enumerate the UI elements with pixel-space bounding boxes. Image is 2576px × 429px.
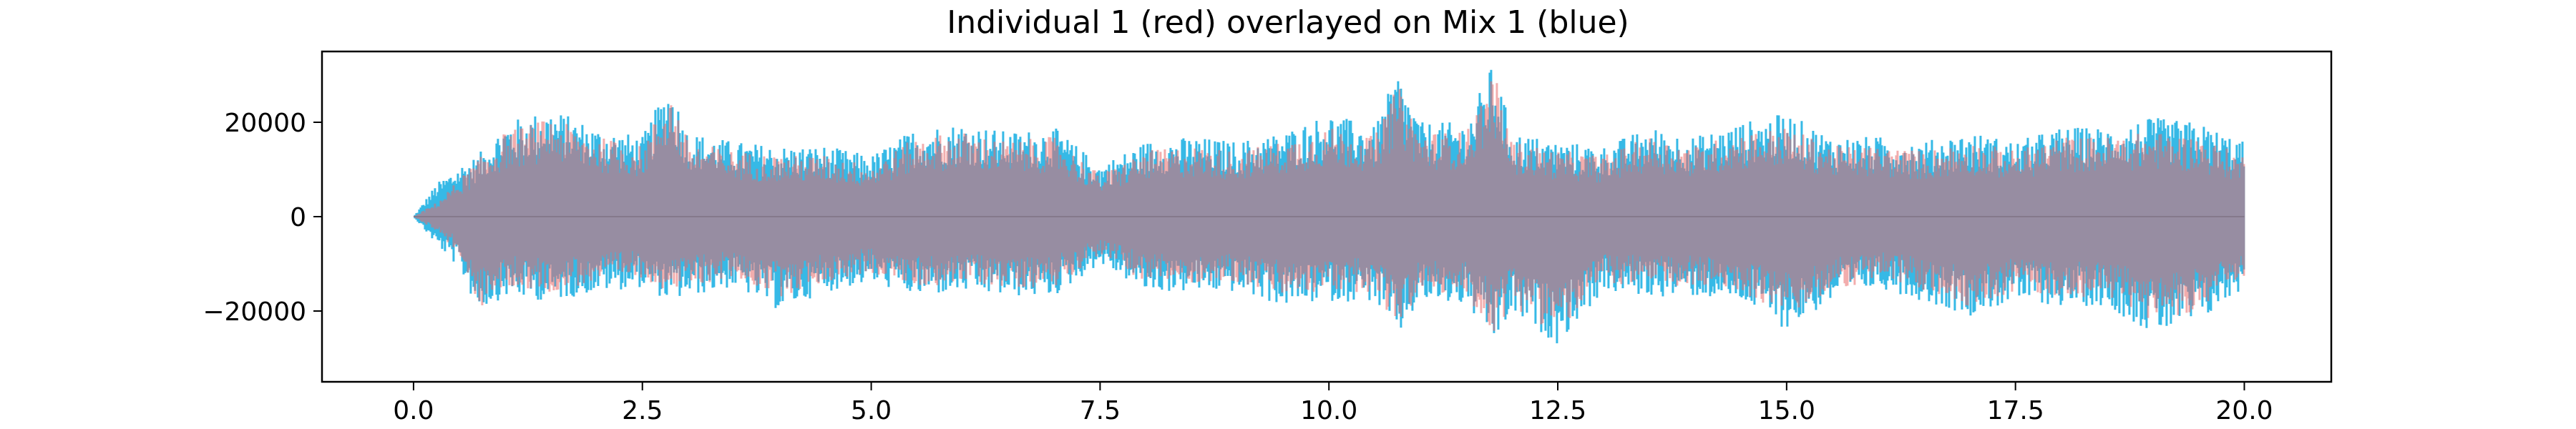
x-tick-label: 0.0	[393, 396, 434, 425]
y-tick-label: 0	[290, 203, 306, 232]
x-tick-label: 17.5	[1987, 396, 2044, 425]
x-tick-label: 15.0	[1758, 396, 1815, 425]
x-tick-label: 7.5	[1080, 396, 1121, 425]
x-tick-label: 2.5	[622, 396, 663, 425]
y-tick-label: 20000	[224, 109, 306, 138]
x-tick-label: 5.0	[851, 396, 892, 425]
x-tick-label: 10.0	[1300, 396, 1357, 425]
x-tick-label: 12.5	[1529, 396, 1586, 425]
y-tick-label: −20000	[203, 297, 306, 327]
chart-title: Individual 1 (red) overlayed on Mix 1 (b…	[947, 4, 1629, 41]
x-tick-label: 20.0	[2215, 396, 2273, 425]
